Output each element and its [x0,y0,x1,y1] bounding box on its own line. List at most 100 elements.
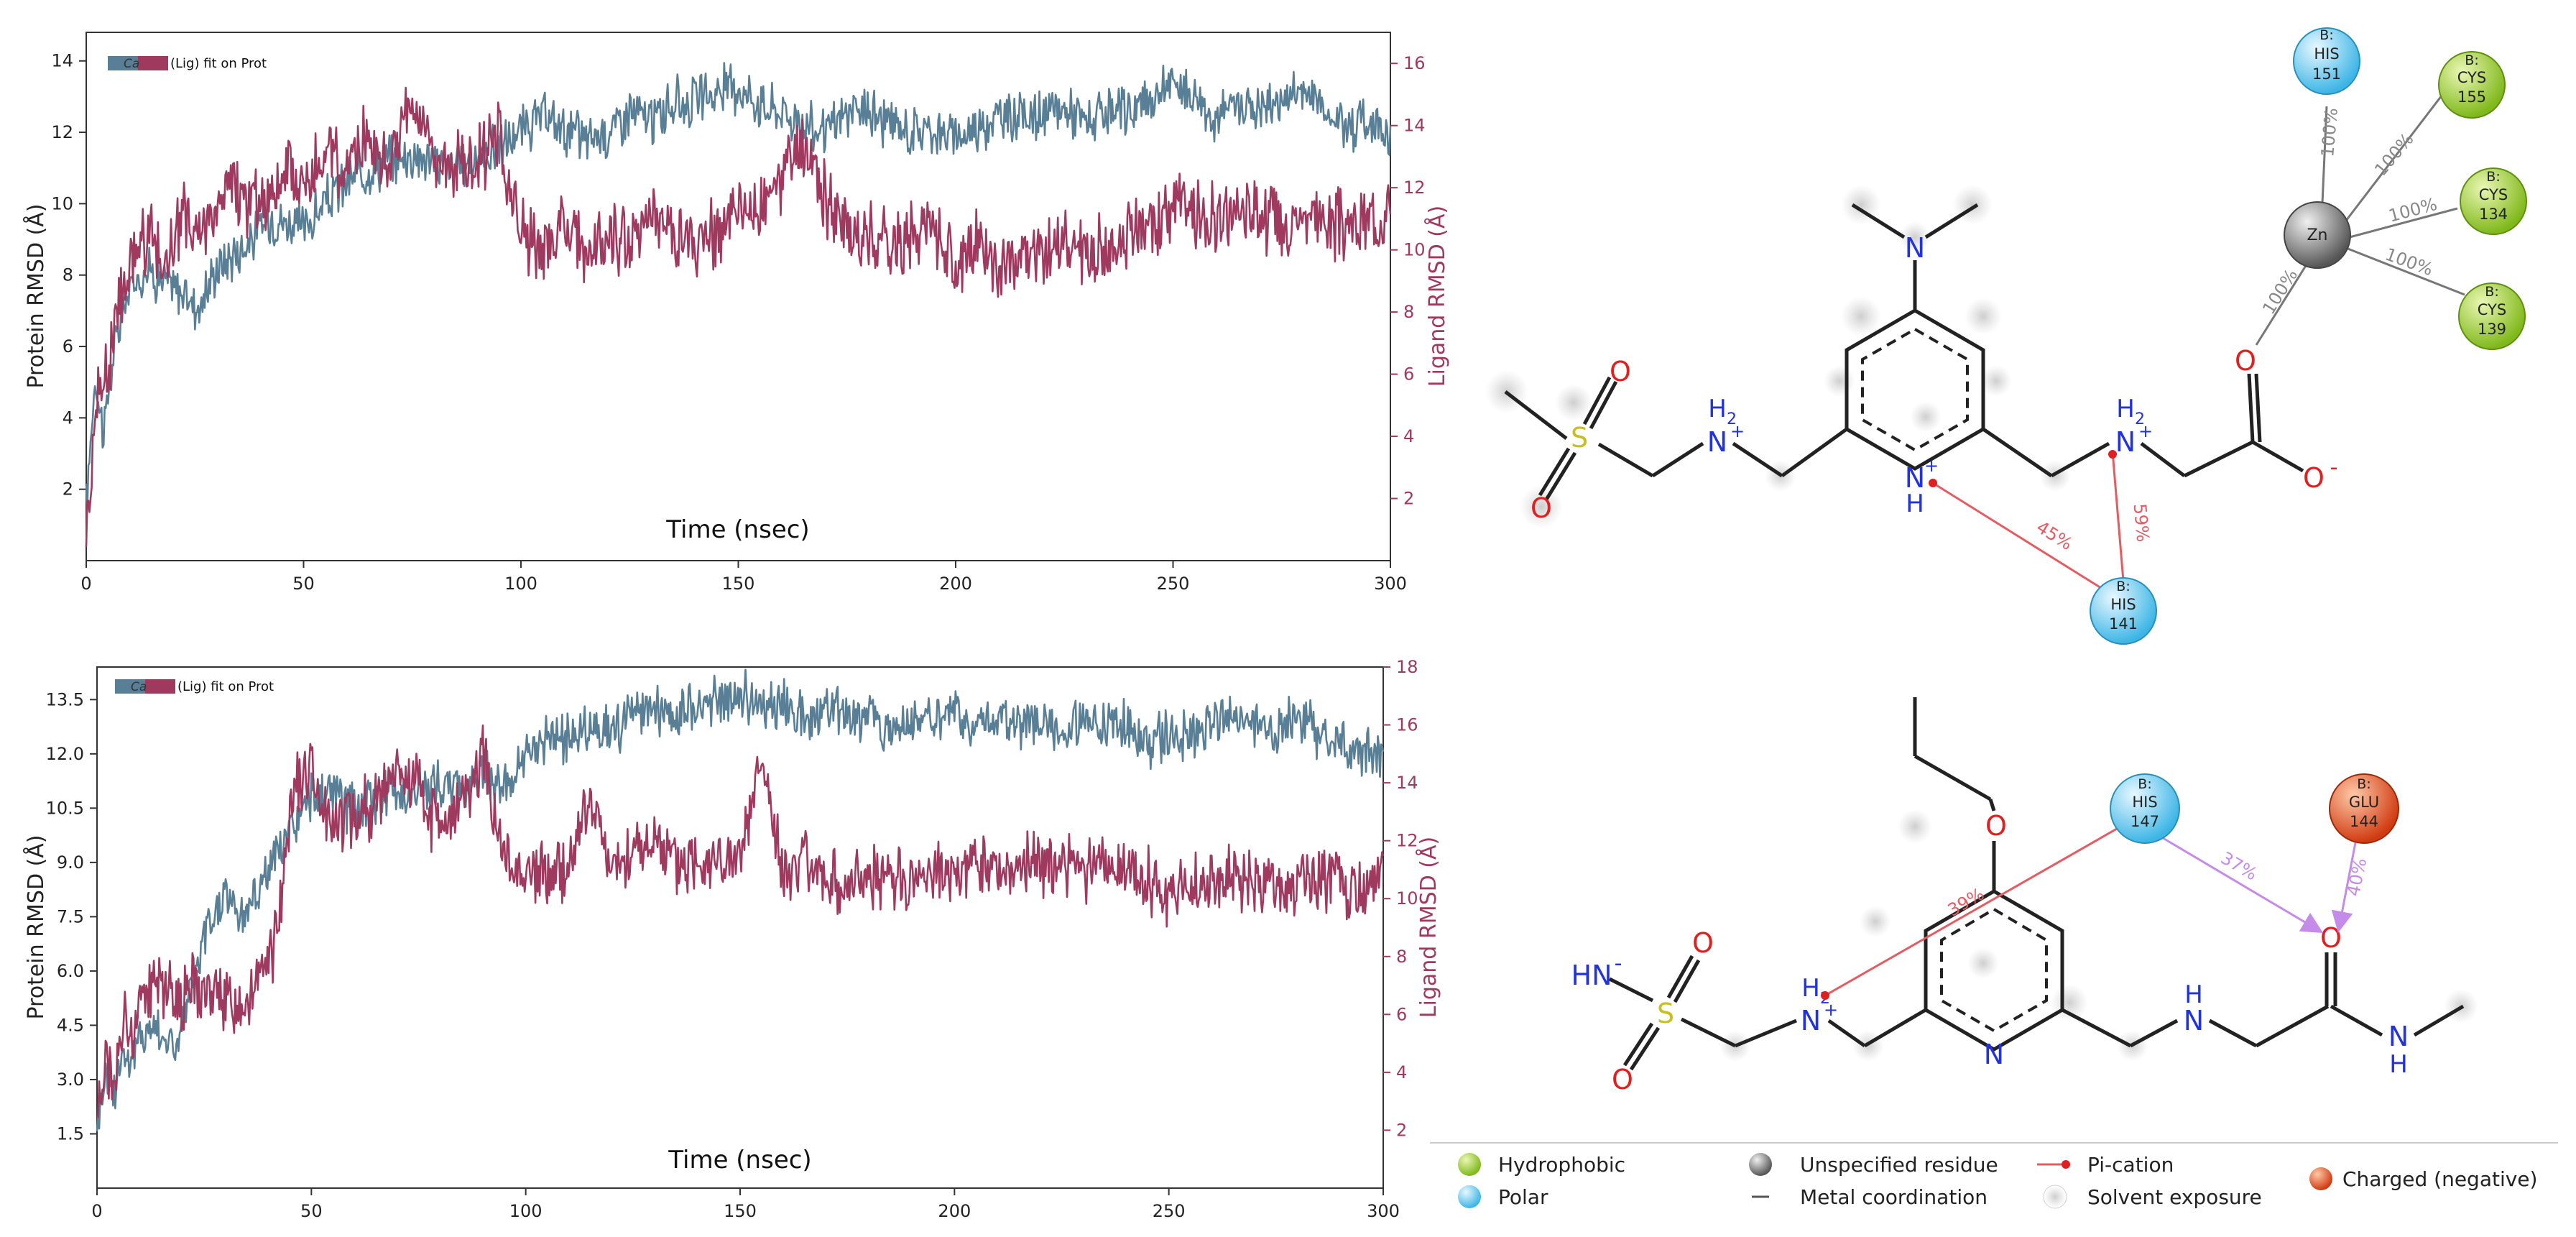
atom-plus-left: + [1730,421,1745,441]
atom-N-ammonium: N [1801,1005,1821,1036]
y-left-axis-label: Protein RMSD (Å) [23,834,49,1019]
y-left-axis-label: Protein RMSD (Å) [23,203,49,388]
y-left-tick-label: 3.0 [57,1070,84,1090]
atom-minus-carboxylate: - [2330,455,2338,480]
y-left-tick-label: 7.5 [57,906,84,926]
x-tick-label: 300 [1374,574,1407,594]
y-right-tick-label: 6 [1396,1004,1407,1024]
svg-text:139: 139 [2478,321,2506,338]
atom-H-amine-left: H [1708,395,1727,423]
svg-text:Hydrophobic: Hydrophobic [1498,1153,1625,1177]
x-ticks: 0 50 100 150 200 250 300 [80,561,1407,594]
ligand-bonds [1608,697,2465,1071]
atom-N-dimethylamino: N [1905,232,1925,264]
legend-metal: Metal coordination [1752,1185,1988,1209]
protein-rmsd-line [96,668,1385,1131]
legend-hydrophobic: Hydrophobic [1458,1153,1625,1177]
atom-N-pyridinium: N [1905,462,1925,494]
svg-text:HIS: HIS [2314,45,2339,63]
legend-unspecified: Unspecified residue [1749,1153,1998,1177]
atom-labels: N S O O N H 2 + N H + N H 2 + O O - [1531,232,2337,524]
y-left-tick-label: 2 [63,479,73,500]
percent-label: 40% [2343,856,2370,898]
x-ticks: 0 50 100 150 200 250 300 [91,1188,1400,1221]
atom-O-sulfonyl-1: O [1692,927,1714,959]
residue-HIS-141: B: HIS 141 [2090,577,2157,645]
y-right-tick-label: 2 [1403,489,1414,509]
percent-label: 37% [2217,848,2261,885]
atom-N-amine-right: N [2115,426,2136,458]
atom-plus: + [1824,1000,1838,1020]
y-left-tick-label: 4.5 [57,1015,84,1035]
y-left-tick-label: 1.5 [57,1123,84,1144]
x-tick-label: 50 [292,574,315,594]
x-tick-label: 250 [1157,574,1190,594]
y-left-ticks: 1.5 3.0 4.5 6.0 7.5 9.0 10.5 12.0 13.5 [46,689,97,1144]
legend-swatch-protein [108,56,138,70]
svg-text:Charged (negative): Charged (negative) [2342,1167,2537,1191]
y-right-tick-label: 16 [1403,53,1426,73]
y-right-tick-label: 8 [1403,302,1414,322]
ligand-bonds [1504,203,2304,501]
y-right-tick-label: 14 [1403,116,1426,136]
svg-text:Pi-cation: Pi-cation [2087,1153,2174,1177]
y-right-tick-label: 10 [1396,888,1418,909]
legend-text: (Lig) fit on Prot [177,679,274,694]
y-right-tick-label: 4 [1396,1062,1407,1082]
legend-swatch-ligand [138,56,168,70]
svg-text:HIS: HIS [2132,794,2157,811]
svg-text:B:: B: [2485,284,2498,300]
y-right-ticks: 2 4 6 8 10 12 14 16 18 [1383,657,1418,1140]
legend-prefix: Ca [124,57,139,71]
svg-text:134: 134 [2479,206,2508,223]
svg-text:B:: B: [2465,52,2478,68]
legend-swatch-protein [115,679,145,694]
interaction-percent-labels: 100% 100% 100% 100% 100% 45% 59% [2033,107,2439,554]
legend-prefix: Ca [131,680,147,694]
atom-HN-sulfonamide: HN [1571,960,1612,991]
x-tick-label: 250 [1153,1201,1186,1221]
x-tick-label: 300 [1367,1201,1400,1221]
atom-S: S [1657,998,1674,1029]
x-axis-label: Time (nsec) [665,515,809,544]
y-right-axis-label: Ligand RMSD (Å) [1416,837,1441,1018]
y-left-tick-label: 13.5 [46,689,84,709]
x-tick-label: 200 [938,1201,971,1221]
chart-top: 0 50 100 150 200 250 300 2 4 6 8 10 12 14 2 4 6 8 10 12 14… [23,32,1450,594]
chart-bottom: 0 50 100 150 200 250 300 1.5 3.0 4.5 6.0 7.5 9.0 10.… [23,657,1441,1221]
protein-rmsd-line [85,62,1392,511]
percent-label: 100% [2317,107,2342,158]
series-lines [96,668,1385,1131]
diagram-legend: Hydrophobic Polar Unspecified residue Me… [1430,1142,2558,1209]
atom-H2-sub-right: 2 [2135,410,2145,428]
x-tick-label: 150 [722,574,755,594]
atom-H2-sub-left: 2 [1727,410,1737,428]
y-right-tick-label: 12 [1396,831,1418,851]
y-left-tick-label: 12.0 [46,744,84,764]
y-left-tick-label: 12 [51,122,73,142]
svg-text:B:: B: [2116,579,2130,594]
ligand-rmsd-line [96,724,1385,1118]
atom-H-pyridinium: H [1906,489,1924,518]
svg-text:CYS: CYS [2478,301,2506,318]
y-right-tick-label: 16 [1396,715,1418,735]
atom-N-amine: N [2184,1005,2204,1036]
atom-O-sulfonyl-2: O [1531,492,1552,524]
y-left-tick-label: 6 [63,336,73,357]
y-right-tick-label: 10 [1403,240,1426,260]
atom-plus-pyridinium: + [1924,456,1939,476]
atom-labels: O HN - S O O N H 2 + N N H O N H [1571,810,2409,1095]
y-right-tick-label: 18 [1396,657,1418,677]
atom-N-amine-left: N [1707,426,1727,458]
svg-text:B:: B: [2319,27,2333,43]
legend-solvent: Solvent exposure [2043,1185,2262,1209]
atom-N-pyridine: N [1984,1039,2004,1070]
y-left-ticks: 2 4 6 8 10 12 14 [51,51,86,500]
atom-S: S [1571,422,1588,454]
y-left-tick-label: 9.0 [57,852,84,873]
plot-frame [86,32,1391,561]
atom-O-ether: O [1985,810,2007,842]
svg-text:CYS: CYS [2479,186,2508,203]
percent-label: 59% [2130,503,2153,543]
residue-CYS-134: B: CYS 134 [2460,167,2527,235]
